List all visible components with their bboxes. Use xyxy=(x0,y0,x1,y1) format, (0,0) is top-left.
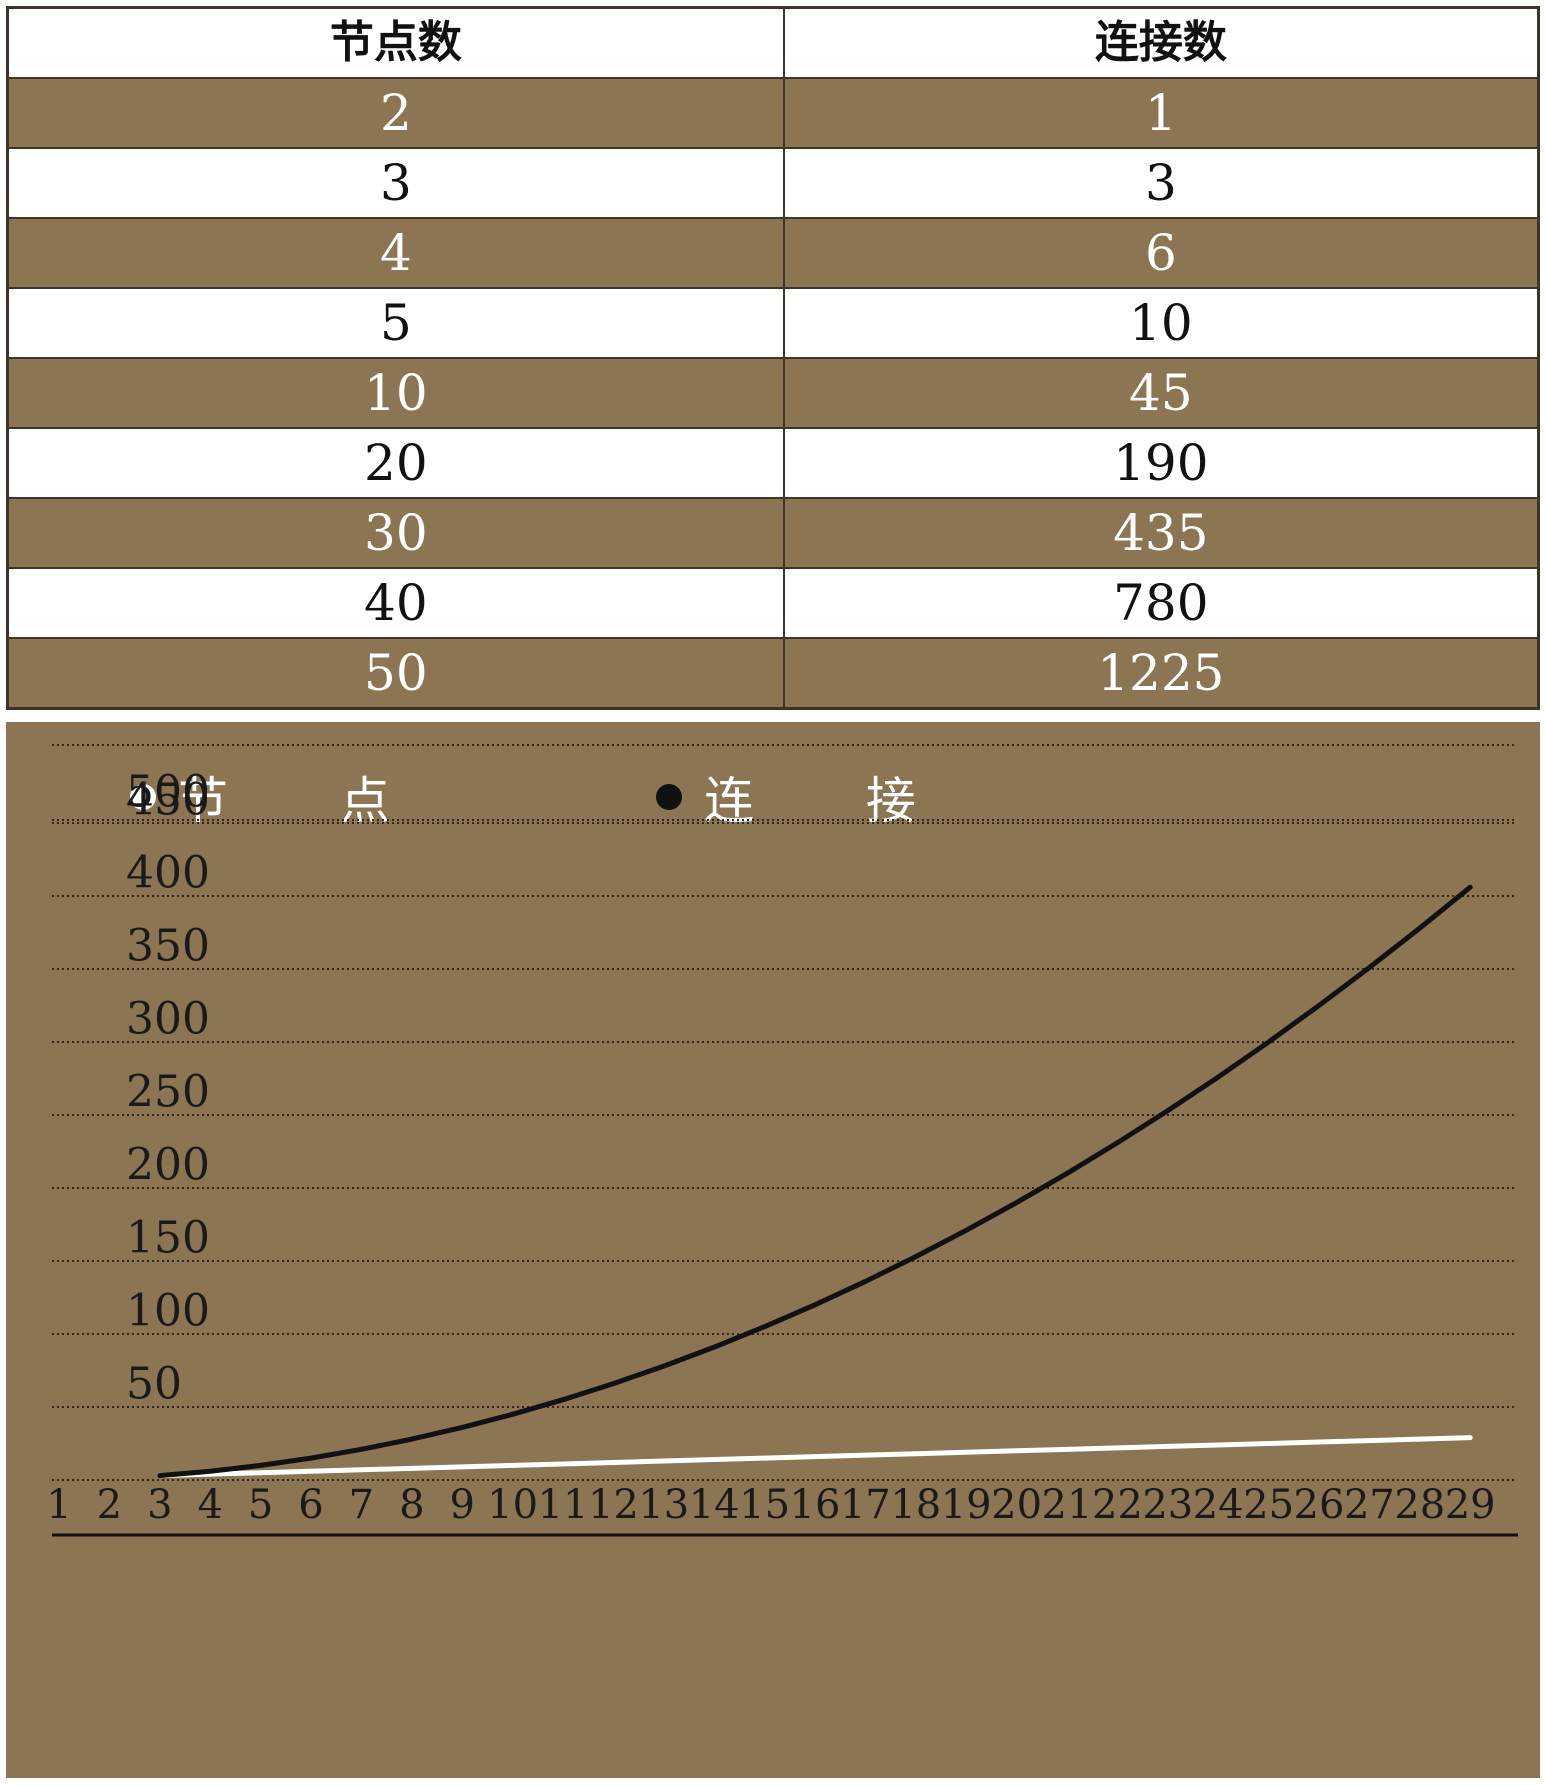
y-tick-label: 450 xyxy=(126,775,210,826)
nodes-series-line xyxy=(157,1435,1473,1479)
cell-nodes: 20 xyxy=(6,427,785,499)
nodes-connections-table: 节点数 连接数 2 1 3 3 4 6 5 10 10 45 20 190 30 435 40 780 50 12… xyxy=(6,6,1540,710)
x-tick-label: 4 xyxy=(197,1482,222,1528)
x-tick-label: 22 xyxy=(1092,1482,1143,1528)
cell-nodes: 10 xyxy=(6,357,785,429)
legend-connections: 连 接 xyxy=(656,762,964,832)
x-tick-label: 16 xyxy=(790,1482,841,1528)
x-tick-label: 26 xyxy=(1294,1482,1345,1528)
y-tick-label: 250 xyxy=(126,1067,210,1118)
y-tick-label: 300 xyxy=(126,994,210,1045)
cell-connections: 10 xyxy=(782,287,1540,359)
cell-connections: 1225 xyxy=(782,637,1540,710)
cell-nodes: 4 xyxy=(6,217,785,289)
x-tick-label: 28 xyxy=(1394,1482,1445,1528)
x-tick-label: 11 xyxy=(538,1482,589,1528)
x-tick-label: 24 xyxy=(1193,1482,1244,1528)
x-tick-label: 5 xyxy=(248,1482,273,1528)
cell-nodes: 30 xyxy=(6,497,785,569)
table-row: 50 1225 xyxy=(6,637,1540,710)
x-tick-label: 19 xyxy=(941,1482,992,1528)
y-tick-label: 50 xyxy=(126,1359,182,1410)
x-tick-label: 18 xyxy=(890,1482,941,1528)
x-tick-label: 15 xyxy=(739,1482,790,1528)
y-tick-label: 100 xyxy=(126,1286,210,1337)
cell-nodes: 50 xyxy=(6,637,785,710)
x-tick-label: 21 xyxy=(1042,1482,1093,1528)
y-tick-label: 150 xyxy=(126,1213,210,1264)
connections-series-line xyxy=(157,884,1473,1479)
cell-nodes: 3 xyxy=(6,147,785,219)
x-tick-label: 13 xyxy=(638,1482,689,1528)
white-dot-icon xyxy=(130,784,156,810)
cell-connections: 780 xyxy=(782,567,1540,639)
legend-connections-label: 连 接 xyxy=(704,772,964,830)
x-tick-label: 1 xyxy=(46,1482,71,1528)
table-row: 20 190 xyxy=(6,427,1540,499)
cell-connections: 3 xyxy=(782,147,1540,219)
x-tick-label: 2 xyxy=(97,1482,122,1528)
table-row: 40 780 xyxy=(6,567,1540,639)
cell-connections: 6 xyxy=(782,217,1540,289)
cell-nodes: 5 xyxy=(6,287,785,359)
x-tick-label: 8 xyxy=(399,1482,424,1528)
x-tick-label: 23 xyxy=(1142,1482,1193,1528)
y-tick-label: 200 xyxy=(126,1140,210,1191)
x-tick-label: 14 xyxy=(689,1482,740,1528)
x-tick-label: 17 xyxy=(840,1482,891,1528)
table-row: 10 45 xyxy=(6,357,1540,429)
x-tick-label: 9 xyxy=(449,1482,474,1528)
x-tick-label: 10 xyxy=(487,1482,538,1528)
growth-chart: 节 点 连 接 50 100 150 200 250 300 350 400 450 500 1 2 3… xyxy=(6,722,1540,1778)
x-tick-label: 12 xyxy=(588,1482,639,1528)
x-tick-label: 7 xyxy=(349,1482,374,1528)
cell-nodes: 2 xyxy=(6,77,785,149)
y-tick-label: 500 xyxy=(126,767,210,818)
x-tick-label: 3 xyxy=(147,1482,172,1528)
x-tick-label: 29 xyxy=(1445,1482,1496,1528)
cell-nodes: 40 xyxy=(6,567,785,639)
y-tick-label: 350 xyxy=(126,921,210,972)
x-tick-label: 6 xyxy=(298,1482,323,1528)
black-dot-icon xyxy=(656,784,682,810)
x-tick-label: 27 xyxy=(1344,1482,1395,1528)
table-row: 30 435 xyxy=(6,497,1540,569)
x-tick-label: 20 xyxy=(991,1482,1042,1528)
cell-connections: 1 xyxy=(782,77,1540,149)
header-nodes: 节点数 xyxy=(6,6,785,79)
cell-connections: 45 xyxy=(782,357,1540,429)
cell-connections: 190 xyxy=(782,427,1540,499)
cell-connections: 435 xyxy=(782,497,1540,569)
table-row: 5 10 xyxy=(6,287,1540,359)
x-tick-label: 25 xyxy=(1243,1482,1294,1528)
header-connections: 连接数 xyxy=(782,6,1540,79)
y-tick-label: 400 xyxy=(126,848,210,899)
